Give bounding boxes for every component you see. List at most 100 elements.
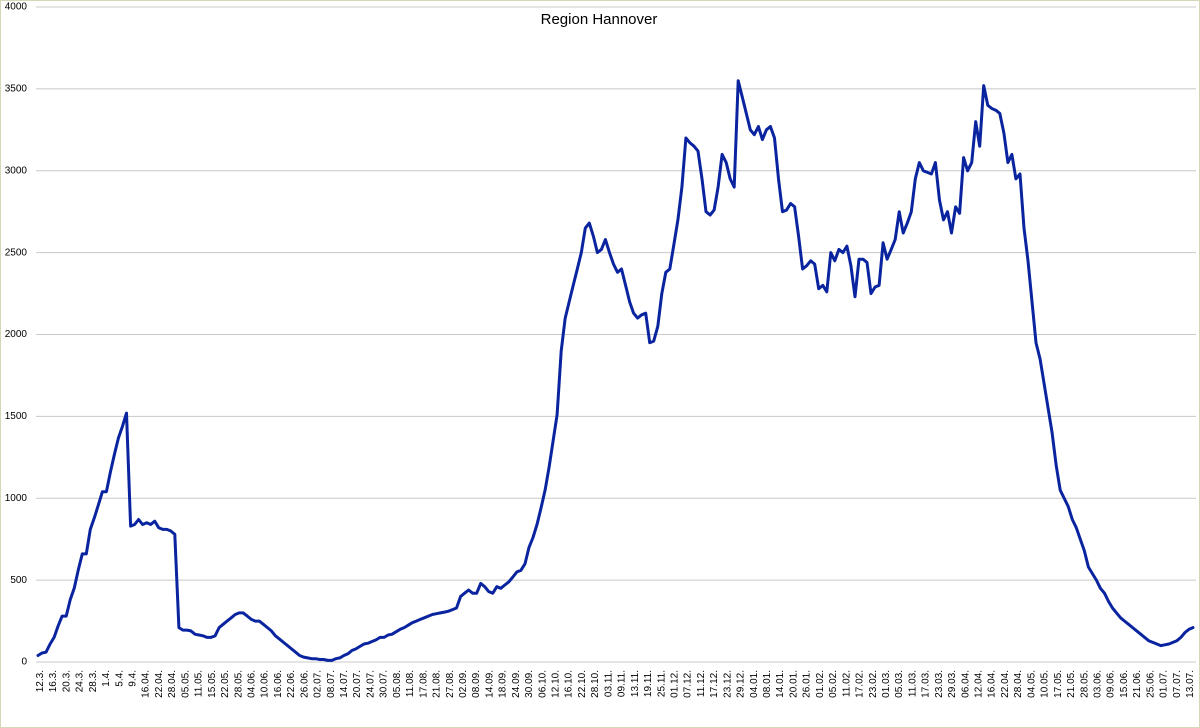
y-tick-label: 3500 <box>5 84 28 95</box>
x-tick-label: 01.03. <box>881 670 892 698</box>
y-axis: 0 500 1000 1500 2000 2500 3000 3500 4000 <box>5 2 28 668</box>
x-tick-label: 17.08. <box>418 670 429 698</box>
x-tick-label: 03.11. <box>603 670 614 697</box>
x-tick-label: 11.03. <box>907 670 918 697</box>
x-tick-label: 06.04. <box>960 670 971 698</box>
x-tick-label: 07.12. <box>683 670 694 698</box>
x-tick-label: 28.04. <box>1013 670 1024 698</box>
x-tick-label: 20.07. <box>352 670 363 698</box>
x-tick-label: 08.01. <box>762 670 773 698</box>
x-tick-label: 06.10. <box>537 670 548 698</box>
x-tick-label: 28.05. <box>1079 670 1090 698</box>
x-tick-label: 24.09. <box>511 670 522 698</box>
x-tick-label: 05.08. <box>392 670 403 698</box>
x-tick-label: 15.06. <box>1119 670 1130 698</box>
x-tick-label: 10.05. <box>1040 670 1051 698</box>
x-tick-label: 12.04. <box>974 670 985 698</box>
x-tick-label: 25.06. <box>1145 670 1156 698</box>
x-axis: 12.3. 16.3. 20.3. 24.3. 28.3. 1.4. 5.4. 9.4. 16.… <box>35 670 1196 698</box>
x-tick-label: 13.07. <box>1185 670 1196 698</box>
x-tick-label: 16.04. <box>141 670 152 698</box>
x-tick-label: 28.3. <box>88 670 99 692</box>
x-tick-label: 24.07. <box>365 670 376 698</box>
x-tick-label: 28.05. <box>233 670 244 698</box>
x-tick-label: 12.3. <box>35 670 46 692</box>
x-tick-label: 08.09. <box>471 670 482 698</box>
x-tick-label: 27.08. <box>445 670 456 698</box>
x-tick-label: 15.05. <box>207 670 218 698</box>
x-tick-label: 20.3. <box>61 670 72 692</box>
x-tick-label: 29.03. <box>947 670 958 698</box>
x-tick-label: 28.04. <box>167 670 178 698</box>
x-tick-label: 14.01. <box>775 670 786 698</box>
y-tick-label: 1500 <box>5 411 28 422</box>
x-tick-label: 16.10. <box>564 670 575 698</box>
x-tick-label: 1.4. <box>101 670 112 687</box>
x-tick-label: 24.3. <box>75 670 86 692</box>
x-tick-label: 14.07. <box>339 670 350 698</box>
series-line-0 <box>36 79 1195 662</box>
x-tick-label: 03.06. <box>1092 670 1103 698</box>
x-tick-label: 09.06. <box>1106 670 1117 698</box>
x-tick-label: 05.02. <box>828 670 839 698</box>
x-tick-label: 04.06. <box>246 670 257 698</box>
x-tick-label: 9.4. <box>128 670 139 687</box>
x-tick-label: 18.09. <box>498 670 509 698</box>
x-tick-label: 22.10. <box>577 670 588 698</box>
x-tick-label: 17.03. <box>921 670 932 698</box>
x-tick-label: 11.02. <box>841 670 852 697</box>
x-tick-label: 02.09. <box>458 670 469 698</box>
x-tick-label: 19.11. <box>643 670 654 697</box>
y-tick-label: 4000 <box>5 2 28 13</box>
x-tick-label: 01.02. <box>815 670 826 698</box>
x-tick-label: 13.11. <box>630 670 641 697</box>
x-tick-label: 11.05. <box>194 670 205 697</box>
x-tick-label: 23.12. <box>722 670 733 698</box>
x-tick-label: 16.06. <box>273 670 284 698</box>
x-tick-label: 04.05. <box>1026 670 1037 698</box>
x-tick-label: 22.05. <box>220 670 231 698</box>
x-tick-label: 25.11. <box>656 670 667 697</box>
y-tick-label: 1000 <box>5 493 28 504</box>
y-tick-label: 2500 <box>5 247 28 258</box>
gridlines <box>36 6 1196 663</box>
series-group <box>36 79 1195 662</box>
x-tick-label: 04.01. <box>749 670 760 698</box>
x-tick-label: 17.02. <box>855 670 866 698</box>
x-tick-label: 22.04. <box>154 670 165 698</box>
x-tick-label: 17.05. <box>1053 670 1064 698</box>
x-tick-label: 10.06. <box>260 670 271 698</box>
x-tick-label: 28.10. <box>590 670 601 698</box>
x-tick-label: 26.01. <box>802 670 813 698</box>
x-tick-label: 02.07. <box>313 670 324 698</box>
x-tick-label: 30.09. <box>524 670 535 698</box>
x-tick-label: 22.06. <box>286 670 297 698</box>
x-tick-label: 16.3. <box>48 670 59 692</box>
y-tick-label: 3000 <box>5 165 28 176</box>
x-tick-label: 01.12. <box>669 670 680 698</box>
x-tick-label: 01.07. <box>1159 670 1170 698</box>
x-tick-label: 22.04. <box>1000 670 1011 698</box>
chart-title: Region Hannover <box>541 11 658 28</box>
x-tick-label: 14.09. <box>484 670 495 698</box>
y-tick-label: 2000 <box>5 329 28 340</box>
x-tick-label: 11.08. <box>405 670 416 697</box>
y-tick-label: 0 <box>21 657 27 668</box>
x-tick-label: 23.03. <box>934 670 945 698</box>
x-tick-label: 11.12. <box>696 670 707 697</box>
x-tick-label: 17.12. <box>709 670 720 698</box>
x-tick-label: 09.11. <box>617 670 628 697</box>
x-tick-label: 20.01. <box>788 670 799 698</box>
x-tick-label: 05.05. <box>180 670 191 698</box>
x-tick-label: 23.02. <box>868 670 879 698</box>
x-tick-label: 21.06. <box>1132 670 1143 698</box>
y-tick-label: 500 <box>10 575 27 586</box>
x-tick-label: 16.04. <box>987 670 998 698</box>
x-tick-label: 30.07. <box>379 670 390 698</box>
x-tick-label: 5.4. <box>114 670 125 687</box>
x-tick-label: 26.06. <box>299 670 310 698</box>
x-tick-label: 08.07. <box>326 670 337 698</box>
x-tick-label: 07.07. <box>1172 670 1183 698</box>
